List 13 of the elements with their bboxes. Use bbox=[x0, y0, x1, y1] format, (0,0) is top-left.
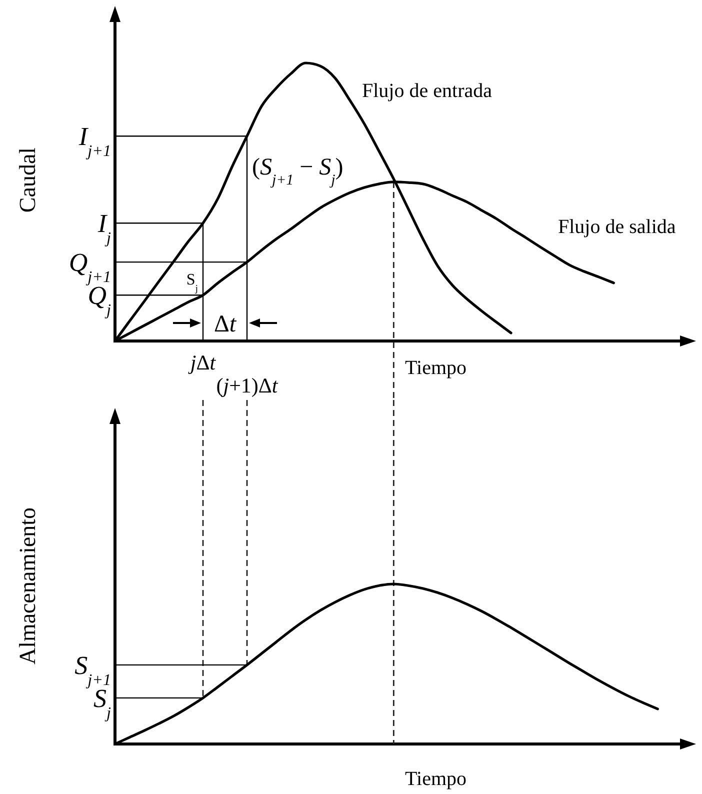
text: I$_{j+1}$ bbox=[78, 122, 111, 160]
x-tick-label: jΔt bbox=[187, 350, 217, 374]
y-axis-title: Caudal bbox=[15, 147, 40, 213]
series-label: Flujo de salida bbox=[558, 216, 676, 238]
annotation: Δt bbox=[214, 311, 238, 338]
series-label: Flujo de entrada bbox=[362, 80, 492, 102]
x-axis-title: Tiempo bbox=[405, 357, 467, 379]
annotation: (S$_{j+1}$ − S$_{j}$) bbox=[252, 154, 344, 188]
y-axis-title: Almacenamiento bbox=[15, 507, 40, 665]
x-axis-title: Tiempo bbox=[405, 768, 467, 790]
annotation: S$_{j}$ bbox=[186, 272, 198, 294]
text: I$_{j}$ bbox=[96, 209, 112, 248]
x-tick-label: (j+1)Δt bbox=[216, 373, 279, 398]
